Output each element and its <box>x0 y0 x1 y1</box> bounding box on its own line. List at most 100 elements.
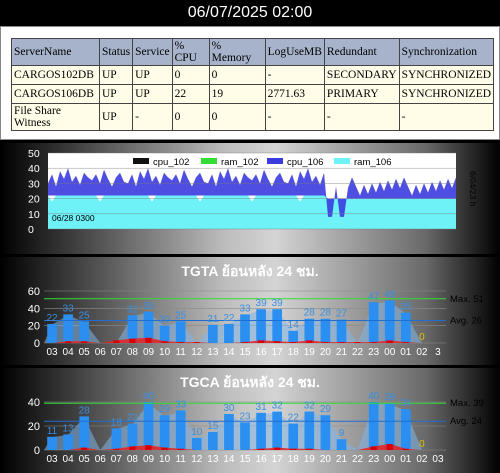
data-bar <box>208 432 218 450</box>
x-tick-label: 19 <box>304 454 316 465</box>
value-label: 18 <box>111 417 123 428</box>
tgca-chart: 40 20 0 Max. 39 Avg. 24 11 13 28 18 22 40 29 33 10 15 3… <box>28 391 484 465</box>
x-tick-label: 07 <box>111 347 123 358</box>
data-bar <box>175 410 186 450</box>
value-label: 22 <box>223 313 235 324</box>
value-label: 0 <box>419 332 425 343</box>
error-bar <box>258 340 265 343</box>
table-cell: 0 <box>208 103 266 131</box>
data-bar <box>175 321 186 343</box>
value-label: 39 <box>272 298 284 309</box>
table-cell: SECONDARY <box>323 65 400 85</box>
data-bar <box>208 324 218 343</box>
x-tick-label: 17 <box>272 347 284 358</box>
x-tick-label: 03 <box>46 454 58 465</box>
table-cell: CARGOS102DB <box>11 65 100 85</box>
value-label: 22 <box>46 313 58 324</box>
y-tick-label: 20 <box>28 321 40 333</box>
value-label: 21 <box>207 314 219 325</box>
x-tick-label: 09 <box>143 454 155 465</box>
x-tick-label: 09 <box>143 347 155 358</box>
data-bar <box>191 438 202 450</box>
table-cell: - <box>398 103 495 131</box>
value-label: 35 <box>400 302 412 313</box>
value-label: 29 <box>320 404 332 415</box>
x-tick-label: 14 <box>223 454 235 465</box>
error-bar <box>193 342 200 343</box>
value-label: 15 <box>207 421 219 432</box>
value-label: 31 <box>256 402 268 413</box>
data-bar <box>400 409 411 450</box>
y-tick-label: 0 <box>34 338 40 350</box>
x-tick-label: 04 <box>63 347 75 358</box>
data-bar <box>288 330 299 343</box>
error-bar <box>242 342 248 343</box>
error-bar <box>161 447 168 450</box>
x-tick-label: 15 <box>239 347 251 358</box>
value-label: 14 <box>288 320 300 331</box>
value-label: 22 <box>288 413 300 424</box>
x-tick-label: 11 <box>175 347 186 358</box>
tgta-chart-title: TGTA ย้อนหลัง 24 ชม. <box>181 263 319 279</box>
error-bar <box>290 342 297 343</box>
table-cell: SYNCHRONIZED <box>398 84 495 104</box>
x-tick-label: 02 <box>416 347 428 358</box>
legend-label: ram_102 <box>221 157 259 168</box>
error-bar <box>386 340 393 343</box>
tgta-panel: TGTA ย้อนหลัง 24 ชม. 60 40 20 0 Max. 51 Avg. … <box>0 257 500 365</box>
y-tick-label: 40 <box>28 163 40 175</box>
value-label: 36 <box>143 301 155 312</box>
x-tick-label: 01 <box>400 347 412 358</box>
error-bar <box>177 342 184 343</box>
table-cell: - <box>264 65 325 85</box>
value-label: 40 <box>143 391 155 402</box>
table-cell: - <box>323 103 400 131</box>
value-label: 28 <box>304 308 316 319</box>
data-bar <box>304 318 315 343</box>
value-label: 47 <box>368 291 380 302</box>
error-bar <box>113 340 120 343</box>
legend-label: cpu_106 <box>287 157 323 168</box>
legend-swatch <box>201 158 217 164</box>
column-header: ServerName <box>11 38 100 66</box>
x-tick-label: 06 <box>95 454 107 465</box>
x-tick-label: 03 <box>46 347 58 358</box>
data-bar <box>224 323 234 343</box>
table-row: CARGOS106DB UP UP 22 19 2771.63 PRIMARY SYNCHRO… <box>11 84 495 104</box>
value-label: 33 <box>175 399 187 410</box>
x-tick-label: 23 <box>368 347 380 358</box>
x-tick-label: 08 <box>127 347 139 358</box>
table-cell: - <box>264 103 325 131</box>
data-bar <box>47 436 57 450</box>
x-tick-label: 14 <box>223 347 235 358</box>
data-bar <box>79 416 90 450</box>
legend-swatch <box>133 158 149 164</box>
data-bar <box>320 415 331 450</box>
value-label: 11 <box>47 426 58 437</box>
x-tick-label: 00 <box>384 454 396 465</box>
table-cell: 22 <box>171 84 210 104</box>
legend-swatch <box>334 158 350 164</box>
error-bar <box>370 342 377 343</box>
data-bar <box>159 415 170 450</box>
y-tick-label: 0 <box>34 445 40 457</box>
datetime-label: 06/07/2025 02:00 <box>187 4 313 21</box>
data-bar <box>159 325 170 343</box>
value-label: 39 <box>384 392 396 403</box>
data-bar <box>240 314 250 343</box>
error-bar <box>386 444 393 450</box>
data-bar <box>368 302 379 343</box>
x-tick-label: 22 <box>352 454 364 465</box>
data-bar <box>256 412 266 450</box>
x-tick-label: 22 <box>352 347 364 358</box>
error-bar <box>113 448 120 450</box>
x-tick-label: 16 <box>256 454 268 465</box>
data-bar <box>143 402 154 450</box>
table-cell: 0 <box>171 65 210 85</box>
data-bar <box>320 318 331 343</box>
value-label: 30 <box>223 403 235 414</box>
table-cell: 0 <box>171 103 210 131</box>
error-bar <box>81 341 88 343</box>
max-label: Max. 51 <box>450 294 484 305</box>
x-tick-label: 03 <box>432 454 444 465</box>
